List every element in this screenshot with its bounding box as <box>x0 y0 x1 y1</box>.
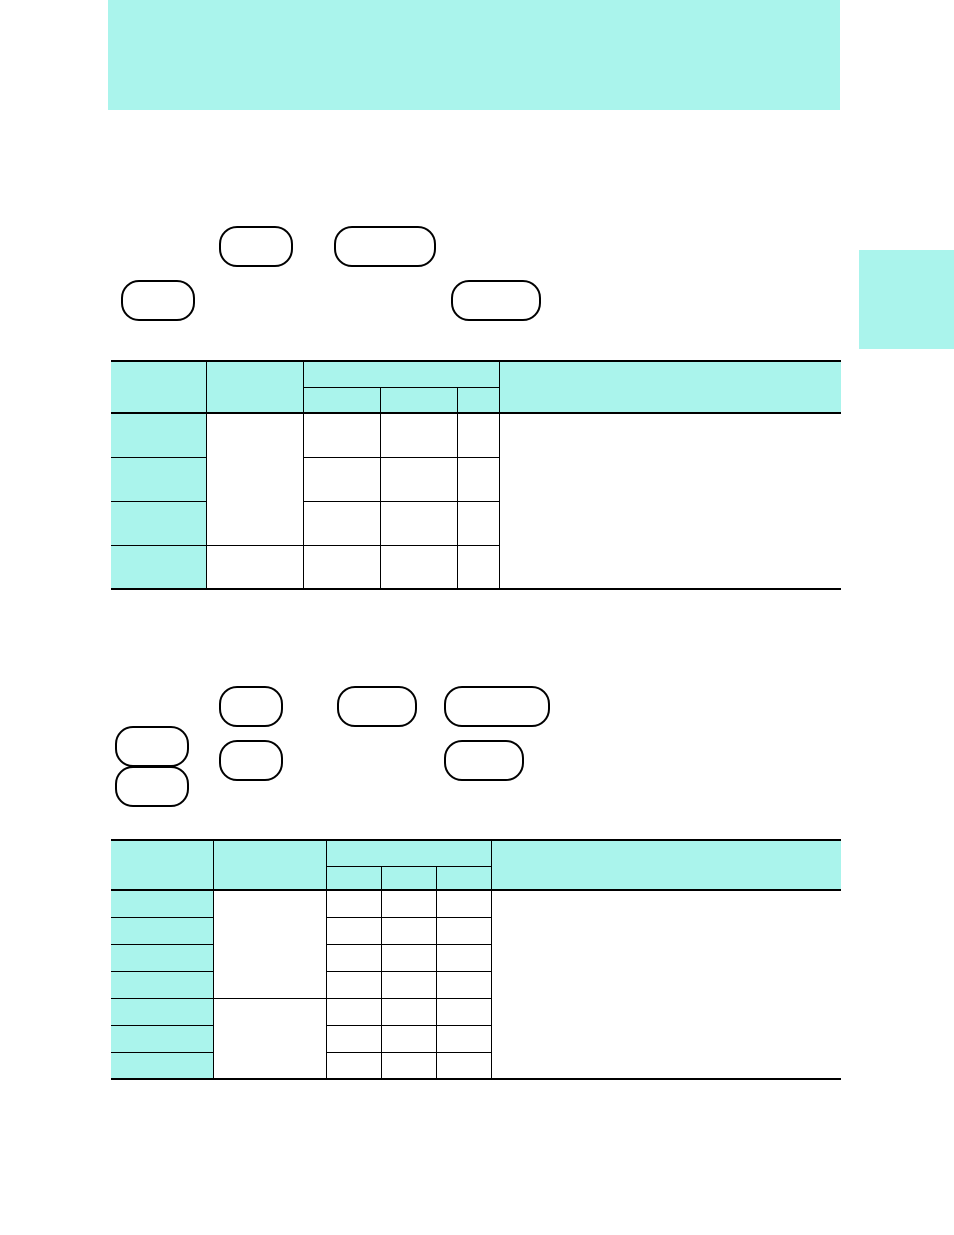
pill <box>219 226 293 267</box>
pill <box>337 686 417 727</box>
pill <box>444 686 550 727</box>
table-cell <box>457 457 499 501</box>
table-header-cell <box>499 361 841 413</box>
table-cell <box>436 890 491 917</box>
table-cell <box>436 1052 491 1079</box>
table-cell <box>206 545 303 589</box>
table-header-cell <box>213 840 326 890</box>
table-row-label <box>111 971 213 998</box>
table-header-cell <box>111 840 213 890</box>
table-cell <box>303 457 380 501</box>
table-cell <box>436 971 491 998</box>
table-row-label <box>111 501 206 545</box>
table-cell <box>206 413 303 545</box>
table-row-label <box>111 890 213 917</box>
table-cell <box>326 917 381 944</box>
table-cell <box>380 545 457 589</box>
table-row-label <box>111 545 206 589</box>
table-cell <box>381 944 436 971</box>
table-cell <box>436 917 491 944</box>
table-cell <box>491 890 841 1079</box>
table-cell <box>303 501 380 545</box>
table-cell <box>381 890 436 917</box>
table-subheader-cell <box>457 387 499 413</box>
table-cell <box>436 944 491 971</box>
table-cell <box>381 917 436 944</box>
table-header-cell <box>206 361 303 413</box>
table-header-cell <box>111 361 206 413</box>
pill <box>115 766 189 807</box>
pill <box>219 740 283 781</box>
table-subheader-cell <box>381 866 436 890</box>
table-header-cell <box>303 361 499 387</box>
table-cell <box>499 413 841 589</box>
table-cell <box>213 998 326 1079</box>
table-row-label <box>111 413 206 457</box>
table-cell <box>213 890 326 998</box>
table-subheader-cell <box>436 866 491 890</box>
pill <box>121 280 195 321</box>
table-cell <box>380 501 457 545</box>
table-cell <box>326 1052 381 1079</box>
pill <box>444 740 524 781</box>
table-2 <box>111 839 841 1080</box>
table-cell <box>381 1025 436 1052</box>
table-row-label <box>111 1052 213 1079</box>
table-row-label <box>111 1025 213 1052</box>
table-row-label <box>111 917 213 944</box>
table-cell <box>436 998 491 1025</box>
pill <box>219 686 283 727</box>
table-cell <box>436 1025 491 1052</box>
table-cell <box>303 413 380 457</box>
side-tab <box>859 250 954 349</box>
table-row-label <box>111 457 206 501</box>
table-subheader-cell <box>380 387 457 413</box>
table-cell <box>326 971 381 998</box>
table-header-cell <box>491 840 841 890</box>
table-cell <box>381 971 436 998</box>
header-banner <box>108 0 840 110</box>
table-subheader-cell <box>303 387 380 413</box>
pill <box>115 726 189 767</box>
table-header-cell <box>326 840 491 866</box>
table-subheader-cell <box>326 866 381 890</box>
table-row-label <box>111 944 213 971</box>
pill <box>334 226 436 267</box>
table-1 <box>111 360 841 590</box>
table-cell <box>326 944 381 971</box>
table-cell <box>457 501 499 545</box>
table-row-label <box>111 998 213 1025</box>
table-cell <box>326 890 381 917</box>
table-cell <box>326 998 381 1025</box>
table-cell <box>326 1025 381 1052</box>
table-cell <box>303 545 380 589</box>
table-cell <box>380 457 457 501</box>
table-cell <box>380 413 457 457</box>
table-cell <box>381 998 436 1025</box>
table-cell <box>457 545 499 589</box>
table-cell <box>381 1052 436 1079</box>
table-cell <box>457 413 499 457</box>
pill <box>451 280 541 321</box>
